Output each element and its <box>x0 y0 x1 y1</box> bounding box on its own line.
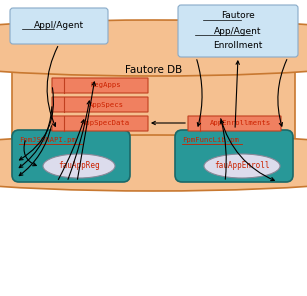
Bar <box>12 48 295 163</box>
Text: FpmFuncLib.pm: FpmFuncLib.pm <box>182 137 239 143</box>
FancyBboxPatch shape <box>52 78 148 93</box>
FancyBboxPatch shape <box>178 5 298 57</box>
Text: FpmJSONAPI.pm: FpmJSONAPI.pm <box>19 137 76 143</box>
Text: Fautore DB: Fautore DB <box>125 65 182 75</box>
Text: Enrollment: Enrollment <box>213 41 263 51</box>
FancyBboxPatch shape <box>188 116 281 131</box>
Text: RegApps: RegApps <box>91 83 121 89</box>
Text: AppSpecs: AppSpecs <box>88 102 123 107</box>
FancyBboxPatch shape <box>175 130 293 182</box>
Ellipse shape <box>204 154 280 178</box>
FancyBboxPatch shape <box>52 97 148 112</box>
Text: AppSpecData: AppSpecData <box>82 120 130 126</box>
Text: App/Agent: App/Agent <box>214 27 262 36</box>
Text: fauAppReg: fauAppReg <box>58 162 100 170</box>
Text: Appl/Agent: Appl/Agent <box>34 22 84 30</box>
FancyBboxPatch shape <box>52 116 148 131</box>
Text: AppEnrollments: AppEnrollments <box>210 120 271 126</box>
Text: Fautore: Fautore <box>221 12 255 20</box>
Ellipse shape <box>0 135 307 191</box>
Text: fauAppEnroll: fauAppEnroll <box>214 162 270 170</box>
Ellipse shape <box>43 154 115 178</box>
FancyBboxPatch shape <box>12 130 130 182</box>
FancyBboxPatch shape <box>10 8 108 44</box>
Ellipse shape <box>0 20 307 76</box>
